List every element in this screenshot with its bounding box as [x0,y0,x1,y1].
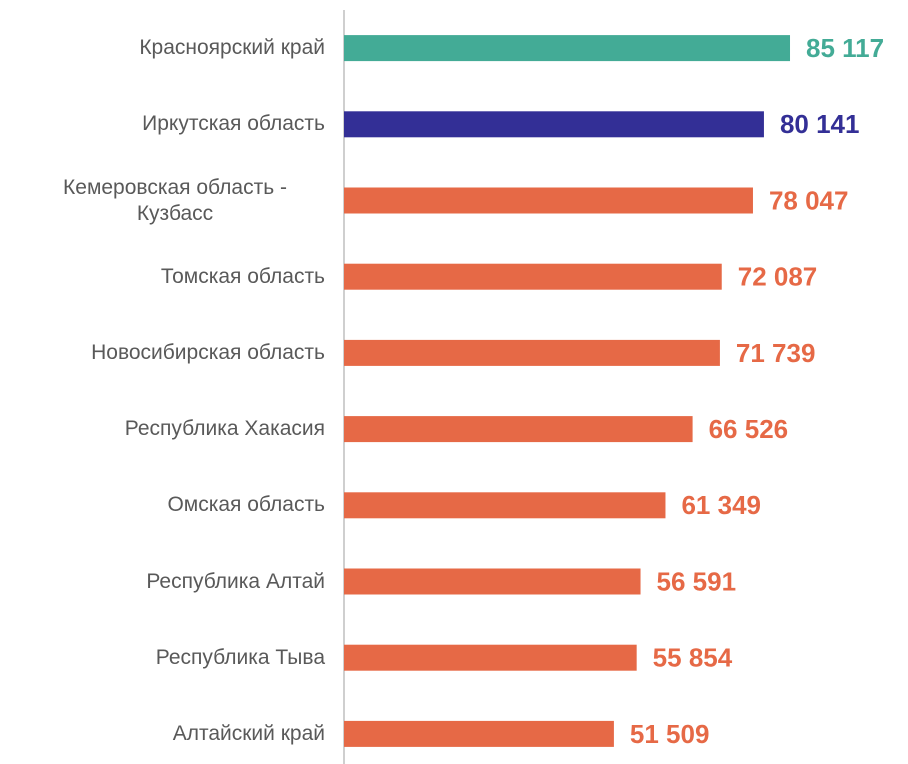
data-label: 80 141 [780,109,860,139]
bar [344,492,666,519]
data-label: 51 509 [630,719,710,749]
data-label: 61 349 [681,490,761,520]
data-label: 78 047 [769,185,849,215]
bar [344,416,693,443]
bar [344,339,720,366]
bar [344,263,722,290]
category-label: Иркутская область [142,112,325,136]
bar [344,35,791,62]
data-label: 85 117 [806,33,884,63]
category-label: Республика Алтай [146,569,325,593]
category-label: Республика Тыва [155,645,325,669]
category-label: Алтайский край [172,721,325,745]
category-label: Новосибирская область [91,340,325,364]
category-label: Томская область [160,264,325,288]
bar [344,720,614,747]
bar [344,568,641,595]
data-label: 55 854 [653,643,733,673]
data-label: 56 591 [657,566,737,596]
bar [344,187,753,214]
category-label: Красноярский край [139,36,325,60]
bar [344,111,764,138]
category-label: Кемеровская область - Кузбасс [63,175,287,225]
bar [344,644,637,671]
category-label: Омская область [167,493,325,517]
data-label: 71 739 [736,338,816,368]
category-label: Республика Хакасия [124,417,325,441]
data-label: 66 526 [709,414,789,444]
data-label: 72 087 [738,262,818,292]
